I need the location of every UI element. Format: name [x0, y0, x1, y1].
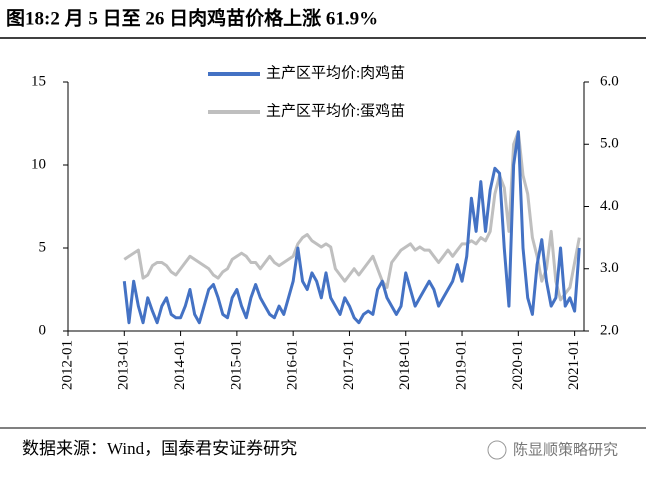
x-tick-label: 2016-01: [285, 340, 301, 390]
series-line: [123, 130, 581, 302]
legend-label: 主产区平均价:肉鸡苗: [266, 64, 405, 81]
y2-tick-label: 6.0: [600, 73, 619, 89]
y2-tick-label: 2.0: [600, 322, 619, 338]
x-tick-label: 2018-01: [397, 340, 413, 390]
series-line: [122, 130, 581, 325]
x-tick-label: 2017-01: [341, 340, 357, 390]
x-tick-label: 2013-01: [116, 340, 132, 390]
x-tick-label: 2021-01: [566, 340, 582, 390]
y-tick-label: 5: [39, 239, 47, 255]
x-tick-label: 2019-01: [453, 340, 469, 390]
x-tick-label: 2012-01: [59, 340, 75, 390]
x-tick-label: 2015-01: [228, 340, 244, 390]
y-tick-label: 10: [31, 156, 46, 172]
source-note: 数据来源：Wind，国泰君安证券研究: [22, 439, 297, 458]
x-tick-label: 2020-01: [510, 340, 526, 390]
watermark-icon: [487, 440, 507, 460]
x-tick-label: 2014-01: [172, 340, 188, 390]
legend-label: 主产区平均价:蛋鸡苗: [266, 102, 405, 119]
y-tick-label: 0: [39, 322, 47, 338]
y-tick-label: 15: [31, 73, 46, 89]
y2-tick-label: 4.0: [600, 198, 619, 214]
y2-tick-label: 5.0: [600, 136, 619, 152]
y2-tick-label: 3.0: [600, 260, 619, 276]
chart-title: 图18:2 月 5 日至 26 日肉鸡苗价格上涨 61.9%: [6, 6, 378, 29]
watermark: 陈显顺策略研究: [513, 440, 618, 458]
